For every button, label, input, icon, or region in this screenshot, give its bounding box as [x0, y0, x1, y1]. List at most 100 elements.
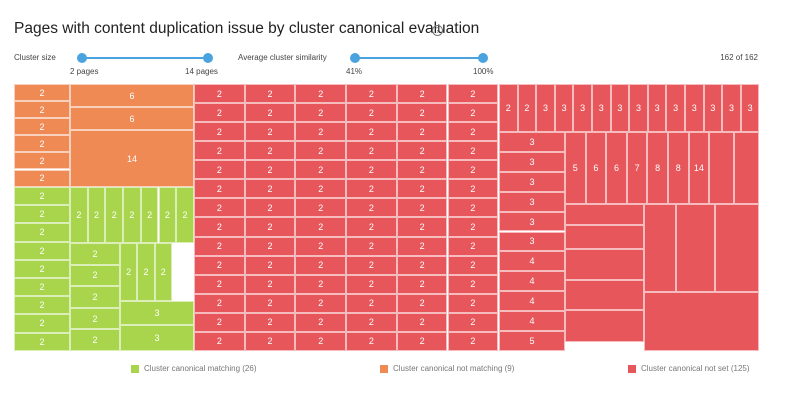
treemap-cell[interactable]: 2: [194, 122, 245, 142]
treemap-cell[interactable]: 2: [295, 122, 347, 142]
treemap-cell[interactable]: 14: [688, 132, 710, 204]
treemap-cell[interactable]: 2: [396, 179, 448, 199]
treemap-cell[interactable]: 2: [346, 160, 397, 180]
treemap-cell[interactable]: 2: [244, 236, 296, 256]
treemap-cell[interactable]: [565, 310, 644, 342]
treemap-cell[interactable]: 2: [447, 160, 499, 180]
treemap-cell[interactable]: 2: [346, 312, 397, 332]
treemap-cell[interactable]: 3: [592, 84, 611, 132]
treemap-cell[interactable]: 2: [244, 274, 296, 294]
treemap-cell[interactable]: 3: [120, 301, 194, 325]
treemap-cell[interactable]: 3: [120, 325, 194, 351]
treemap-cell[interactable]: 2: [244, 217, 296, 237]
treemap-cell[interactable]: 2: [295, 198, 347, 218]
treemap-cell[interactable]: 2: [244, 312, 296, 332]
treemap-cell[interactable]: 2: [447, 217, 499, 237]
treemap-cell[interactable]: [565, 249, 644, 280]
treemap-cell[interactable]: 2: [396, 312, 448, 332]
treemap-cell[interactable]: 3: [740, 84, 760, 132]
treemap-cell[interactable]: 2: [447, 141, 499, 161]
treemap-cell[interactable]: 2: [295, 141, 347, 161]
treemap-cell[interactable]: 2: [295, 255, 347, 275]
treemap-cell[interactable]: 2: [396, 160, 448, 180]
treemap-cell[interactable]: 2: [447, 236, 499, 256]
legend-item-not-matching[interactable]: Cluster canonical not matching (9): [380, 364, 514, 373]
cluster-size-max-handle[interactable]: [203, 53, 213, 63]
treemap-cell[interactable]: 3: [499, 211, 565, 232]
treemap-cell[interactable]: 2: [14, 259, 70, 278]
treemap-cell[interactable]: 2: [14, 152, 70, 170]
treemap-cell[interactable]: 2: [176, 187, 194, 243]
treemap-cell[interactable]: 2: [194, 103, 245, 123]
treemap-cell[interactable]: 2: [447, 274, 499, 294]
treemap-cell[interactable]: 2: [14, 241, 70, 260]
treemap-cell[interactable]: 2: [194, 84, 245, 104]
treemap-cell[interactable]: 2: [346, 274, 397, 294]
treemap-cell[interactable]: 2: [295, 274, 347, 294]
treemap-cell[interactable]: 2: [346, 331, 397, 351]
similarity-min-handle[interactable]: [350, 53, 360, 63]
treemap-cell[interactable]: 2: [396, 122, 448, 142]
legend-item-not-set[interactable]: Cluster canonical not set (125): [628, 364, 750, 373]
treemap-cell[interactable]: [715, 204, 759, 292]
treemap-cell[interactable]: 3: [722, 84, 741, 132]
treemap-cell[interactable]: 3: [666, 84, 685, 132]
treemap-cell[interactable]: 2: [194, 293, 245, 313]
treemap-cell[interactable]: 2: [447, 103, 499, 123]
treemap-cell[interactable]: 2: [244, 141, 296, 161]
treemap-cell[interactable]: 2: [295, 293, 347, 313]
treemap-cell[interactable]: [565, 225, 644, 249]
treemap-cell[interactable]: 2: [244, 198, 296, 218]
treemap-cell[interactable]: 2: [244, 179, 296, 199]
treemap-cell[interactable]: 2: [14, 169, 70, 187]
treemap-cell[interactable]: 2: [396, 84, 448, 104]
treemap-cell[interactable]: 8: [668, 132, 689, 204]
treemap-cell[interactable]: [734, 132, 759, 204]
similarity-slider-track[interactable]: [355, 57, 483, 59]
treemap-cell[interactable]: 2: [14, 101, 70, 119]
treemap-cell[interactable]: 2: [396, 331, 448, 351]
treemap-cell[interactable]: 2: [14, 187, 70, 206]
treemap-cell[interactable]: 6: [606, 132, 627, 204]
similarity-max-handle[interactable]: [478, 53, 488, 63]
treemap-cell[interactable]: 2: [194, 179, 245, 199]
treemap-cell[interactable]: 2: [396, 274, 448, 294]
treemap-cell[interactable]: 2: [194, 217, 245, 237]
treemap-cell[interactable]: 3: [536, 84, 555, 132]
treemap-cell[interactable]: 2: [346, 122, 397, 142]
treemap-cell[interactable]: 3: [499, 191, 565, 212]
treemap-cell[interactable]: [644, 204, 676, 292]
treemap-cell[interactable]: 2: [447, 198, 499, 218]
treemap-cell[interactable]: 2: [447, 255, 499, 275]
treemap-cell[interactable]: 2: [14, 135, 70, 153]
treemap-cell[interactable]: 2: [447, 331, 499, 351]
treemap-cell[interactable]: 3: [554, 84, 574, 132]
treemap-cell[interactable]: 2: [346, 236, 397, 256]
legend-item-matching[interactable]: Cluster canonical matching (26): [131, 364, 257, 373]
treemap-cell[interactable]: 2: [346, 141, 397, 161]
treemap-cell[interactable]: 2: [396, 141, 448, 161]
treemap-cell[interactable]: 3: [629, 84, 648, 132]
treemap-cell[interactable]: 2: [194, 160, 245, 180]
treemap-cell[interactable]: 2: [447, 122, 499, 142]
treemap-cell[interactable]: 2: [194, 141, 245, 161]
treemap-cell[interactable]: 3: [499, 132, 565, 152]
treemap-cell[interactable]: 2: [14, 205, 70, 224]
treemap-cell[interactable]: 2: [244, 255, 296, 275]
treemap-cell[interactable]: 2: [194, 255, 245, 275]
treemap-cell[interactable]: 2: [87, 187, 106, 243]
treemap-cell[interactable]: 2: [447, 84, 499, 104]
treemap-cell[interactable]: 2: [194, 331, 245, 351]
treemap-cell[interactable]: 3: [647, 84, 667, 132]
treemap-cell[interactable]: 2: [244, 160, 296, 180]
treemap-cell[interactable]: 2: [517, 84, 537, 132]
treemap-cell[interactable]: 2: [244, 84, 296, 104]
treemap-cell[interactable]: 2: [396, 198, 448, 218]
help-icon[interactable]: ?: [432, 25, 443, 36]
treemap-cell[interactable]: 2: [396, 217, 448, 237]
treemap-cell[interactable]: 2: [154, 243, 172, 301]
treemap-cell[interactable]: 2: [346, 103, 397, 123]
treemap-cell[interactable]: 2: [396, 103, 448, 123]
treemap-cell[interactable]: 2: [447, 312, 499, 332]
treemap-cell[interactable]: 4: [499, 311, 565, 331]
